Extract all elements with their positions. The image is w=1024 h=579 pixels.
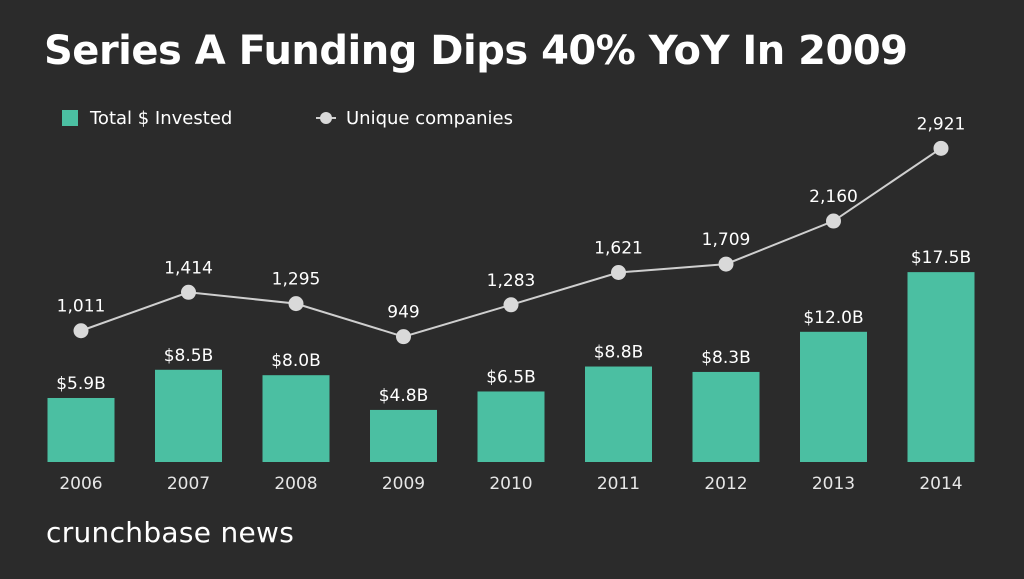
bar-value-label: $8.8B: [594, 343, 644, 363]
line-value-label: 1,283: [487, 271, 536, 291]
x-tick-label: 2007: [167, 474, 210, 494]
legend-item-line: Unique companies: [316, 106, 513, 130]
bar: [907, 272, 975, 462]
bar: [262, 375, 330, 462]
line-value-label: 1,011: [57, 297, 106, 317]
bar: [370, 409, 437, 462]
x-tick-label: 2008: [274, 474, 317, 494]
line-point: [181, 284, 196, 300]
chart-title: Series A Funding Dips 40% YoY In 2009: [44, 28, 908, 74]
line-value-label: 2,921: [917, 114, 966, 134]
line-value-label: 1,621: [594, 238, 643, 258]
bar-value-label: $8.5B: [164, 346, 214, 366]
legend-label-line: Unique companies: [346, 107, 513, 129]
bar-value-label: $8.3B: [701, 348, 751, 368]
line-point: [718, 256, 734, 272]
bar: [47, 397, 115, 462]
legend-swatch-bar: [62, 110, 78, 126]
line-value-label: 1,414: [164, 258, 213, 278]
bar-value-label: $5.9B: [56, 374, 106, 394]
bar-value-label: $17.5B: [911, 248, 971, 268]
bar-value-label: $6.5B: [486, 367, 536, 387]
x-tick-label: 2013: [812, 474, 855, 494]
bar-value-label: $12.0B: [803, 308, 863, 328]
bar-value-label: $4.8B: [379, 386, 429, 406]
line-point: [73, 323, 89, 339]
x-tick-label: 2006: [59, 474, 102, 494]
legend-item-bar: Total $ Invested: [62, 106, 232, 130]
x-tick-label: 2010: [489, 474, 532, 494]
line-value-label: 1,709: [702, 230, 751, 250]
line-value-label: 1,295: [272, 270, 321, 290]
bar: [155, 369, 222, 462]
line-point: [503, 297, 519, 313]
bar: [692, 371, 760, 462]
line-value-label: 2,160: [809, 187, 858, 207]
line-value-label: 949: [387, 303, 419, 323]
x-tick-label: 2009: [382, 474, 425, 494]
line-point: [611, 264, 626, 280]
x-tick-label: 2014: [919, 474, 962, 494]
brand-logo-text: crunchbase news: [46, 516, 295, 549]
bar: [800, 331, 867, 462]
bar: [477, 391, 545, 462]
legend-label-bar: Total $ Invested: [90, 107, 233, 129]
line-point: [933, 140, 949, 156]
bar: [585, 366, 652, 462]
bar-value-label: $8.0B: [271, 351, 321, 371]
legend-swatch-line: [316, 111, 336, 125]
line-point: [396, 329, 411, 345]
x-tick-label: 2012: [704, 474, 747, 494]
x-tick-label: 2011: [597, 474, 640, 494]
line-point: [826, 213, 841, 229]
line-point: [288, 296, 304, 312]
